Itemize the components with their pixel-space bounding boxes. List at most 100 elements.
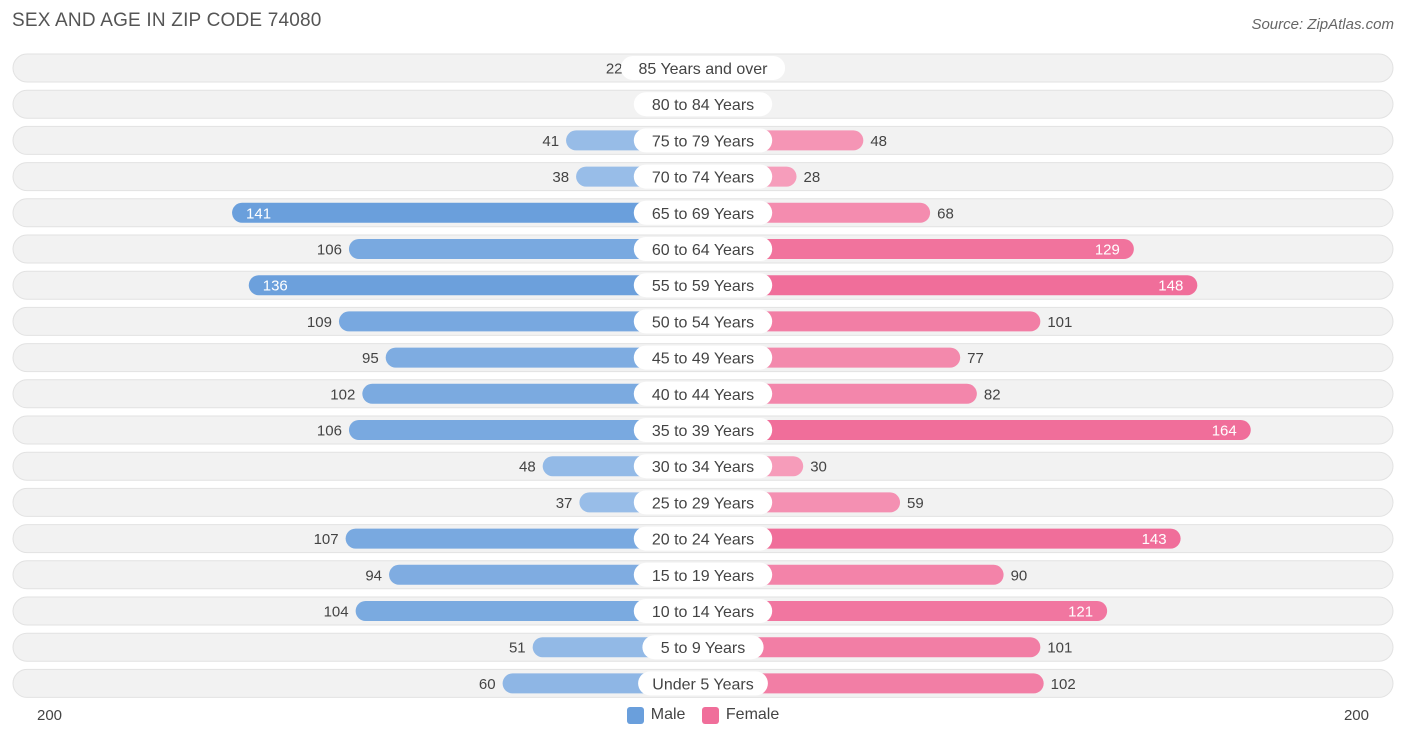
data-label-female: 77 bbox=[967, 350, 984, 367]
chart-row: 109 101 50 to 54 Years bbox=[12, 306, 1394, 336]
chart-row: 107 143 20 to 24 Years bbox=[12, 524, 1394, 554]
bar-male bbox=[248, 275, 703, 296]
category-label: 5 to 9 Years bbox=[661, 640, 746, 657]
data-label-female: 164 bbox=[1212, 423, 1237, 440]
category-label: 35 to 39 Years bbox=[652, 423, 754, 440]
chart-row: 106 129 60 to 64 Years bbox=[12, 234, 1394, 264]
legend-swatch-male bbox=[626, 706, 644, 724]
data-label-male: 136 bbox=[263, 278, 288, 295]
category-label: 25 to 29 Years bbox=[652, 495, 754, 512]
category-label: 15 to 19 Years bbox=[652, 568, 754, 585]
category-label: 10 to 14 Years bbox=[652, 604, 754, 621]
bar-female bbox=[703, 311, 1041, 332]
category-pill bbox=[638, 671, 768, 696]
chart-row: 94 90 15 to 19 Years bbox=[12, 560, 1394, 590]
legend-item-male: Male bbox=[626, 706, 686, 724]
bar-male bbox=[338, 311, 703, 332]
bar-male bbox=[345, 528, 703, 549]
chart-row: 104 121 10 to 14 Years bbox=[12, 596, 1394, 626]
legend-label-male: Male bbox=[650, 706, 686, 723]
category-pill bbox=[633, 490, 773, 515]
legend-item-female: Female bbox=[701, 706, 780, 724]
category-pill bbox=[633, 237, 773, 261]
category-pill bbox=[642, 635, 764, 660]
category-label: 70 to 74 Years bbox=[652, 170, 754, 187]
chart-source: Source: ZipAtlas.com bbox=[1251, 16, 1394, 33]
bar-female bbox=[703, 383, 977, 404]
data-label-female: 59 bbox=[907, 495, 924, 512]
category-pill bbox=[633, 418, 773, 442]
legend: Male Female bbox=[0, 706, 1406, 729]
data-label-male: 48 bbox=[519, 459, 536, 476]
bar-female bbox=[703, 564, 1004, 585]
data-label-female: 102 bbox=[1051, 676, 1076, 693]
category-label: Under 5 Years bbox=[652, 676, 753, 693]
category-pill bbox=[633, 526, 773, 551]
data-label-female: 143 bbox=[1142, 531, 1167, 548]
axis-left-label: 200 bbox=[37, 707, 63, 724]
category-pill bbox=[633, 200, 773, 225]
data-label-male: 37 bbox=[556, 495, 573, 512]
data-label-male: 41 bbox=[542, 133, 559, 150]
category-pill bbox=[633, 128, 773, 153]
chart-row: 51 101 5 to 9 Years bbox=[12, 632, 1394, 662]
category-pill bbox=[620, 56, 786, 80]
category-label: 65 to 69 Years bbox=[652, 206, 754, 223]
data-label-male: 106 bbox=[317, 242, 342, 259]
category-pill bbox=[633, 454, 773, 479]
category-pill bbox=[633, 92, 773, 117]
bar-female bbox=[703, 528, 1181, 549]
bar-female bbox=[703, 601, 1108, 621]
bar-male bbox=[362, 383, 703, 404]
chart-row: 221085 Years and over bbox=[12, 53, 1394, 83]
data-label-male: 107 bbox=[314, 531, 339, 548]
data-label-female: 28 bbox=[804, 169, 821, 186]
chart-row: 48 30 30 to 34 Years bbox=[12, 451, 1394, 481]
category-label: 30 to 34 Years bbox=[652, 459, 754, 476]
category-pill bbox=[633, 381, 773, 406]
legend-label-female: Female bbox=[725, 706, 780, 723]
category-pill bbox=[633, 345, 773, 370]
category-label: 55 to 59 Years bbox=[652, 278, 754, 295]
category-label: 60 to 64 Years bbox=[652, 242, 754, 259]
chart-row: 102 82 40 to 44 Years bbox=[12, 379, 1394, 409]
bar-male bbox=[348, 420, 703, 440]
data-label-male: 106 bbox=[317, 423, 342, 440]
data-label-male: 141 bbox=[246, 205, 271, 222]
category-pill bbox=[633, 599, 773, 623]
chart-row: 7180 to 84 Years bbox=[12, 89, 1394, 119]
chart-row: 37 59 25 to 29 Years bbox=[12, 487, 1394, 517]
bar-female bbox=[703, 420, 1251, 440]
bar-female bbox=[703, 275, 1198, 296]
data-label-female: 129 bbox=[1095, 242, 1120, 259]
data-label-female: 68 bbox=[937, 205, 954, 222]
data-label-male: 51 bbox=[509, 640, 526, 657]
bar-female bbox=[703, 673, 1044, 694]
category-pill bbox=[633, 562, 773, 587]
data-label-female: 101 bbox=[1047, 314, 1072, 331]
chart-title: SEX AND AGE IN ZIP CODE 74080 bbox=[12, 10, 322, 31]
data-label-male: 22 bbox=[606, 61, 623, 78]
category-label: 45 to 49 Years bbox=[652, 351, 754, 368]
chart-row: 41 48 75 to 79 Years bbox=[12, 125, 1394, 155]
data-label-female: 90 bbox=[1011, 567, 1028, 584]
category-pill bbox=[633, 309, 773, 334]
category-pill bbox=[633, 164, 773, 189]
data-label-male: 102 bbox=[330, 386, 355, 403]
category-pill bbox=[633, 273, 773, 298]
data-label-male: 38 bbox=[552, 169, 569, 186]
axis-right-label: 200 bbox=[1343, 707, 1369, 724]
data-label-male: 95 bbox=[362, 350, 379, 367]
category-label: 75 to 79 Years bbox=[652, 133, 754, 150]
chart-row: 60 102 Under 5 Years bbox=[12, 668, 1394, 698]
data-label-female: 101 bbox=[1047, 640, 1072, 657]
bar-male bbox=[232, 202, 703, 223]
chart-row: 38 28 70 to 74 Years bbox=[12, 162, 1394, 192]
category-label: 85 Years and over bbox=[639, 61, 769, 78]
chart-row: 95 77 45 to 49 Years bbox=[12, 343, 1394, 373]
data-label-female: 148 bbox=[1158, 278, 1183, 295]
bar-male bbox=[385, 347, 703, 368]
data-label-male: 60 bbox=[479, 676, 496, 693]
bar-male bbox=[348, 239, 703, 259]
